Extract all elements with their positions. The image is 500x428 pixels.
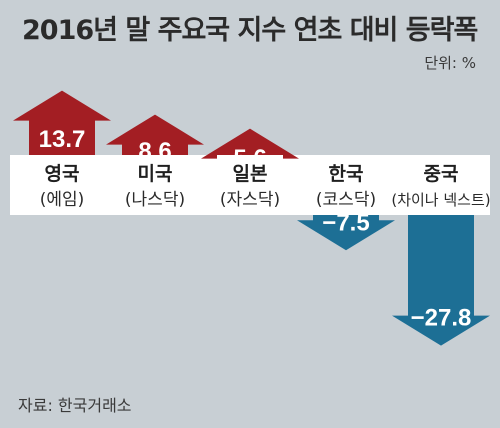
chart-title: 2016년 말 주요국 지수 연초 대비 등락폭 <box>22 15 478 46</box>
index-label-2: (자스닥) <box>220 190 280 210</box>
category-label-2: 일본 <box>233 163 268 185</box>
index-label-0: (에임) <box>40 190 85 210</box>
bar-1 <box>106 114 204 155</box>
bar-0 <box>13 90 111 155</box>
bar-3 <box>297 215 395 251</box>
value-label-0: 13.7 <box>39 126 86 153</box>
value-label-3: −7.5 <box>322 209 369 236</box>
source-note: 자료: 한국거래소 <box>18 396 132 415</box>
index-label-1: (나스닥) <box>125 190 185 210</box>
category-label-1: 미국 <box>138 163 173 185</box>
category-label-4: 중국 <box>424 163 459 185</box>
value-label-4: −27.8 <box>411 305 472 332</box>
unit-label: 단위: % <box>424 54 476 72</box>
value-label-1: 8.6 <box>138 138 171 165</box>
category-band <box>10 155 490 215</box>
category-label-3: 한국 <box>329 163 364 185</box>
bar-2 <box>201 128 299 159</box>
chart-marks: 13.7 영국 (에임) 8.6미국 (나스닥) 5.6일본 (자스닥) −7.5 한국 (코스닥… <box>13 90 491 346</box>
category-label-0: 영국 <box>45 163 80 185</box>
index-label-4: (차이나 넥스트) <box>391 191 490 209</box>
bar-4 <box>392 215 490 346</box>
index-label-3: (코스닥) <box>316 190 376 210</box>
value-label-2: 5.6 <box>233 145 266 172</box>
